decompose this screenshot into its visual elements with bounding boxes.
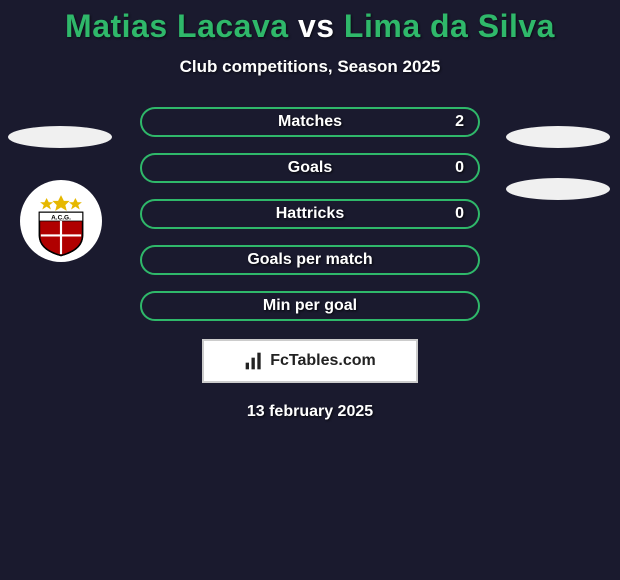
stat-pill-goals: Goals 0 — [140, 153, 480, 183]
player2-name: Lima da Silva — [344, 8, 555, 44]
stat-right-value: 0 — [455, 159, 464, 177]
player-slot-ellipse — [8, 126, 112, 148]
page-title: Matias Lacava vs Lima da Silva — [0, 8, 620, 45]
stat-right-value: 0 — [455, 205, 464, 223]
date-text: 13 february 2025 — [0, 403, 620, 421]
stat-label: Matches — [278, 113, 342, 131]
stat-label: Goals — [288, 159, 332, 177]
stat-row: Min per goal — [0, 291, 620, 321]
stat-row: Goals 0 — [0, 153, 620, 183]
subtitle: Club competitions, Season 2025 — [0, 57, 620, 77]
stat-pill-min-per-goal: Min per goal — [140, 291, 480, 321]
bar-chart-icon — [244, 351, 264, 371]
club-badge-acg: A.C.G. — [20, 180, 102, 262]
stat-label: Hattricks — [276, 205, 344, 223]
stat-pill-goals-per-match: Goals per match — [140, 245, 480, 275]
acg-shield-icon: A.C.G. — [25, 185, 97, 257]
stat-label: Min per goal — [263, 297, 357, 315]
stat-pill-hattricks: Hattricks 0 — [140, 199, 480, 229]
brand-box[interactable]: FcTables.com — [202, 339, 418, 383]
stat-right-value: 2 — [455, 113, 464, 131]
player-slot-ellipse — [506, 126, 610, 148]
badge-text: A.C.G. — [51, 215, 71, 222]
player-slot-ellipse — [506, 178, 610, 200]
stat-row: Goals per match — [0, 245, 620, 275]
vs-word: vs — [298, 8, 335, 44]
stat-label: Goals per match — [247, 251, 372, 269]
comparison-card: Matias Lacava vs Lima da Silva Club comp… — [0, 0, 620, 421]
player1-name: Matias Lacava — [65, 8, 289, 44]
stat-pill-matches: Matches 2 — [140, 107, 480, 137]
brand-text: FcTables.com — [270, 352, 376, 370]
